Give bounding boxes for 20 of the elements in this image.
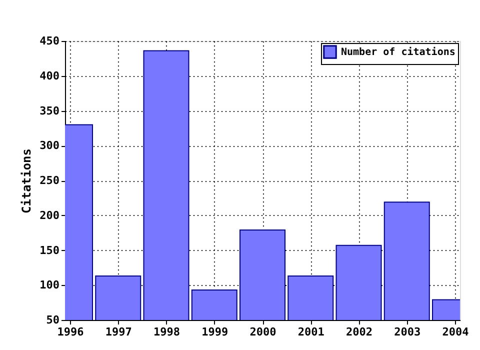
y-tick-label: 200 [40,208,60,222]
y-tick-label: 350 [40,104,60,118]
x-tick-label: 2003 [394,326,421,338]
y-tick-label: 150 [40,244,60,257]
x-tick-label: 1997 [105,326,132,338]
x-tick-label: 2004 [442,326,470,338]
x-tick-label: 1999 [202,326,228,338]
x-tick-label: 1998 [154,326,180,338]
x-tick-label: 2002 [346,326,372,338]
y-tick-label: 100 [40,278,60,292]
y-tick-label: 400 [40,69,60,82]
y-axis-title: Citations [20,148,34,214]
x-tick-label: 1996 [57,326,84,338]
y-tick-label: 300 [40,139,60,152]
y-tick-label: 250 [40,174,60,187]
x-tick-label: 2001 [298,326,325,338]
x-tick-label: 2000 [250,326,276,338]
y-tick-label: 450 [40,34,60,48]
y-tick-label: 50 [46,314,60,326]
legend-label: Number of citations [341,46,456,58]
